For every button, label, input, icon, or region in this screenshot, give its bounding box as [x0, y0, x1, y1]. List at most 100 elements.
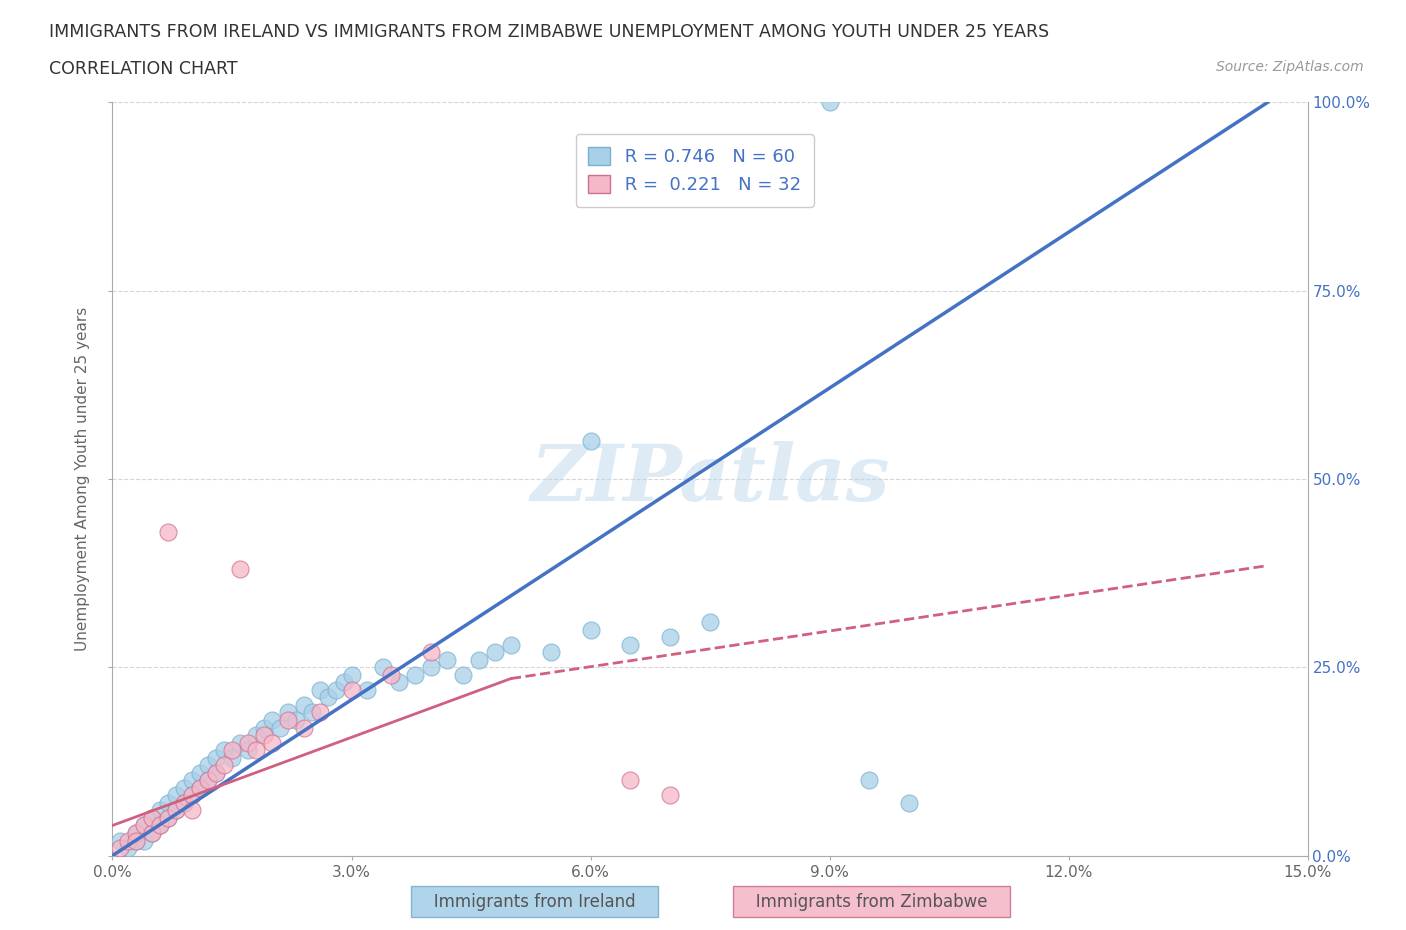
Text: Immigrants from Zimbabwe: Immigrants from Zimbabwe	[740, 893, 1004, 910]
Point	[236, 736, 259, 751]
Point	[579, 433, 602, 449]
Point	[181, 788, 204, 803]
Point	[356, 683, 378, 698]
Point	[325, 683, 347, 698]
Point	[373, 660, 395, 675]
Point	[340, 668, 363, 683]
Point	[277, 705, 299, 720]
Point	[117, 841, 139, 856]
Text: Source: ZipAtlas.com: Source: ZipAtlas.com	[1216, 60, 1364, 74]
Point	[436, 652, 458, 667]
Point	[157, 811, 180, 826]
Point	[484, 644, 506, 659]
Point	[540, 644, 562, 659]
Point	[149, 818, 172, 833]
Point	[181, 773, 204, 788]
Point	[699, 615, 721, 630]
Point	[659, 788, 682, 803]
Point	[245, 743, 267, 758]
Point	[181, 788, 204, 803]
Point	[141, 826, 163, 841]
Point	[125, 833, 148, 848]
Legend:  R = 0.746   N = 60,  R =  0.221   N = 32: R = 0.746 N = 60, R = 0.221 N = 32	[575, 134, 814, 207]
Point	[165, 788, 187, 803]
Point	[110, 833, 132, 848]
Point	[134, 818, 156, 833]
Point	[173, 795, 195, 810]
Point	[173, 795, 195, 810]
Point	[468, 652, 491, 667]
Point	[858, 773, 880, 788]
Point	[404, 668, 426, 683]
Point	[292, 698, 315, 712]
Point	[269, 720, 291, 735]
Point	[125, 833, 148, 848]
Point	[659, 630, 682, 644]
Point	[619, 637, 641, 652]
Point	[316, 690, 339, 705]
Point	[197, 773, 219, 788]
Text: IMMIGRANTS FROM IRELAND VS IMMIGRANTS FROM ZIMBABWE UNEMPLOYMENT AMONG YOUTH UND: IMMIGRANTS FROM IRELAND VS IMMIGRANTS FR…	[49, 23, 1049, 41]
Point	[451, 668, 474, 683]
Point	[157, 795, 180, 810]
Point	[420, 644, 443, 659]
Point	[229, 562, 252, 577]
Point	[173, 780, 195, 795]
Point	[277, 712, 299, 727]
Text: CORRELATION CHART: CORRELATION CHART	[49, 60, 238, 78]
Y-axis label: Unemployment Among Youth under 25 years: Unemployment Among Youth under 25 years	[75, 307, 90, 651]
Point	[157, 811, 180, 826]
Point	[188, 765, 211, 780]
Point	[110, 841, 132, 856]
Point	[619, 773, 641, 788]
Point	[141, 811, 163, 826]
Text: Immigrants from Ireland: Immigrants from Ireland	[418, 893, 651, 910]
Point	[245, 727, 267, 742]
Point	[221, 743, 243, 758]
Point	[205, 765, 228, 780]
Point	[181, 803, 204, 817]
Point	[898, 795, 921, 810]
Point	[340, 683, 363, 698]
Point	[332, 675, 354, 690]
Point	[188, 780, 211, 795]
Point	[229, 736, 252, 751]
Point	[125, 826, 148, 841]
Point	[134, 833, 156, 848]
Point	[149, 818, 172, 833]
Point	[308, 683, 330, 698]
Point	[165, 803, 187, 817]
Point	[380, 668, 402, 683]
Point	[134, 818, 156, 833]
Point	[818, 95, 841, 110]
Point	[236, 743, 259, 758]
Point	[420, 660, 443, 675]
Point	[149, 803, 172, 817]
Point	[260, 712, 283, 727]
Point	[197, 773, 219, 788]
Point	[125, 826, 148, 841]
Point	[188, 780, 211, 795]
Point	[117, 833, 139, 848]
Point	[253, 720, 276, 735]
Point	[499, 637, 522, 652]
Point	[260, 736, 283, 751]
Point	[253, 727, 276, 742]
Point	[388, 675, 411, 690]
Text: ZIPatlas: ZIPatlas	[530, 441, 890, 517]
Point	[308, 705, 330, 720]
Point	[197, 758, 219, 773]
Point	[292, 720, 315, 735]
Point	[205, 751, 228, 765]
Point	[301, 705, 323, 720]
Point	[157, 525, 180, 539]
Point	[205, 765, 228, 780]
Point	[212, 758, 235, 773]
Point	[579, 622, 602, 637]
Point	[141, 826, 163, 841]
Point	[284, 712, 307, 727]
Point	[141, 811, 163, 826]
Point	[212, 743, 235, 758]
Point	[165, 803, 187, 817]
Point	[221, 751, 243, 765]
